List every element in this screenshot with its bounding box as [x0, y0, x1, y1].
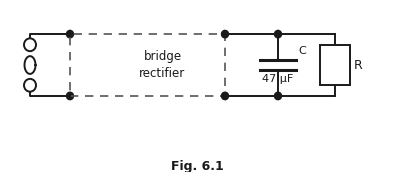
- Circle shape: [66, 92, 73, 100]
- Text: R: R: [354, 58, 363, 72]
- Bar: [320, 45, 350, 85]
- Text: Fig. 6.1: Fig. 6.1: [171, 160, 224, 172]
- Text: C: C: [298, 46, 306, 56]
- Text: bridge
rectifier: bridge rectifier: [139, 50, 186, 80]
- Circle shape: [222, 92, 228, 100]
- Circle shape: [275, 92, 282, 100]
- Text: 47 μF: 47 μF: [262, 74, 293, 84]
- Bar: [70, 34, 225, 96]
- Circle shape: [275, 30, 282, 38]
- Circle shape: [66, 30, 73, 38]
- Circle shape: [222, 30, 228, 38]
